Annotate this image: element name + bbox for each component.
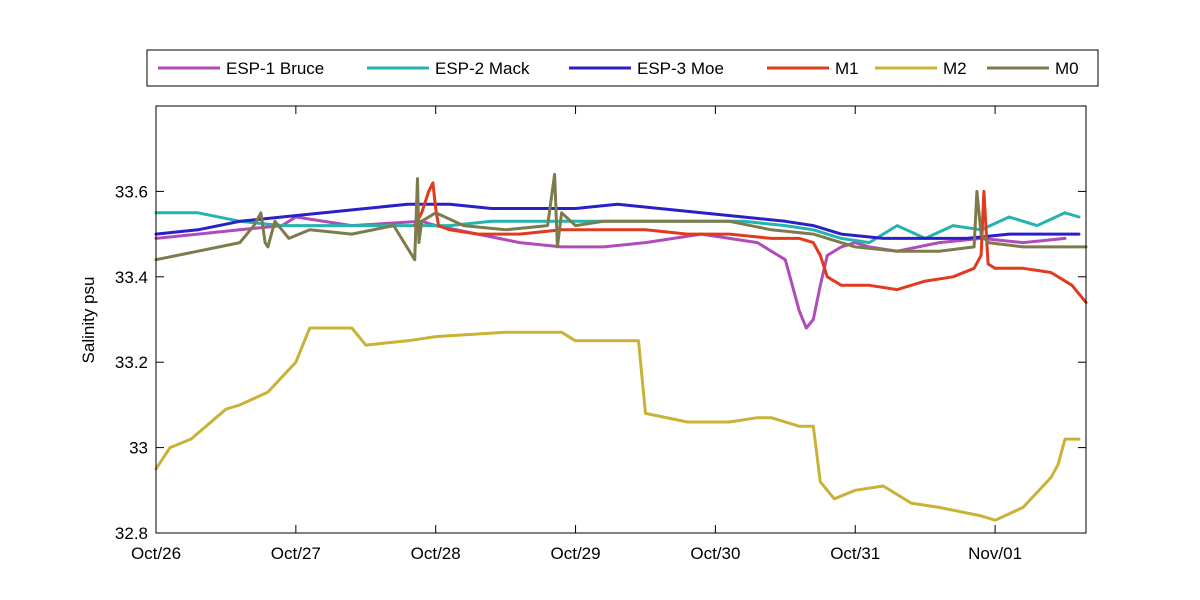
x-tick-label: Oct/29 <box>551 544 601 563</box>
series-line-m0 <box>154 172 1088 262</box>
x-axis: Oct/26 Oct/27 Oct/28 Oct/29 Oct/30 Oct/31 Nov/… <box>131 106 1022 563</box>
series-line-esp-3-moe <box>154 202 1081 240</box>
y-axis: 32.8 33 33.2 33.4 33.6 <box>115 182 1086 543</box>
y-tick-label: 33.4 <box>115 268 148 287</box>
y-tick-label: 33 <box>129 439 148 458</box>
x-tick-label: Oct/26 <box>131 544 181 563</box>
plot-area <box>156 106 1086 533</box>
legend-label: M2 <box>943 59 967 78</box>
series-layer <box>154 172 1088 522</box>
x-tick-label: Oct/27 <box>271 544 321 563</box>
x-tick-label: Oct/28 <box>411 544 461 563</box>
y-tick-label: 33.2 <box>115 353 148 372</box>
legend: ESP-1 Bruce ESP-2 Mack ESP-3 Moe M1 M2 M0 <box>146 49 1099 87</box>
legend-label: M1 <box>835 59 859 78</box>
legend-label: ESP-3 Moe <box>637 59 724 78</box>
x-tick-label: Oct/30 <box>690 544 740 563</box>
legend-label: ESP-1 Bruce <box>226 59 324 78</box>
legend-label: ESP-2 Mack <box>435 59 530 78</box>
y-tick-label: 33.6 <box>115 182 148 201</box>
legend-label: M0 <box>1055 59 1079 78</box>
y-axis-label: Salinity psu <box>79 277 98 364</box>
y-tick-label: 32.8 <box>115 524 148 543</box>
x-tick-label: Oct/31 <box>830 544 880 563</box>
x-tick-label: Nov/01 <box>968 544 1022 563</box>
plot-frame <box>155 105 1087 534</box>
series-line-m2 <box>154 326 1081 522</box>
